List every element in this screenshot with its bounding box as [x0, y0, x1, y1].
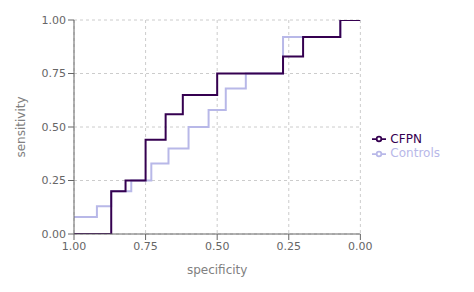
svg-text:0.75: 0.75 — [133, 240, 158, 253]
svg-text:1.00: 1.00 — [42, 14, 67, 27]
svg-text:0.50: 0.50 — [205, 240, 230, 253]
svg-text:0.00: 0.00 — [348, 240, 373, 253]
svg-text:0.75: 0.75 — [42, 67, 67, 80]
html-text:CFPN: CFPN — [390, 131, 422, 146]
svg-text:0.25: 0.25 — [277, 240, 302, 253]
svg-text:specificity: specificity — [187, 263, 247, 277]
svg-text:0.50: 0.50 — [42, 121, 67, 134]
svg-text:sensitivity: sensitivity — [14, 96, 28, 157]
html-text:Controls: Controls — [390, 146, 440, 160]
svg-text:1.00: 1.00 — [62, 240, 87, 253]
svg-text:0.25: 0.25 — [42, 174, 67, 187]
svg-text:0.00: 0.00 — [42, 228, 67, 241]
